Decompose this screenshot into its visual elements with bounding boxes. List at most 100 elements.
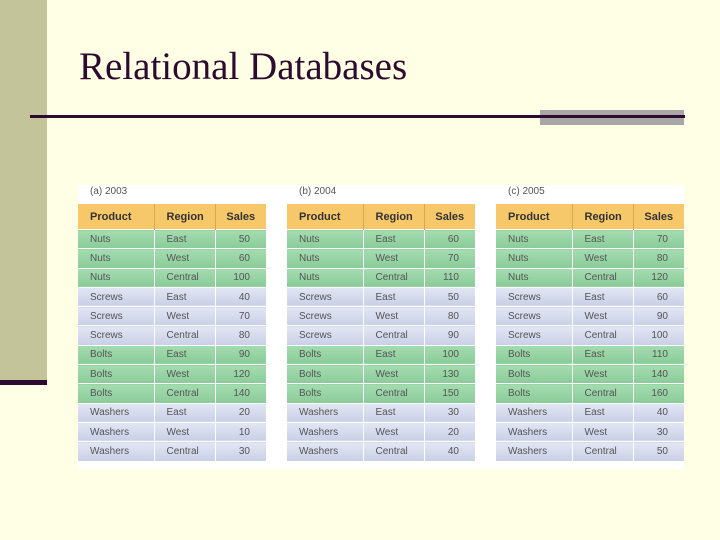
sales-cell: 60	[424, 228, 475, 249]
table-header-row: Product Region Sales	[287, 204, 475, 230]
sales-cell: 80	[215, 325, 266, 346]
region-cell: Central	[154, 325, 216, 346]
column-header: Region	[363, 204, 425, 230]
product-cell: Screws	[496, 286, 573, 307]
product-cell: Screws	[287, 325, 364, 346]
product-cell: Nuts	[496, 248, 573, 269]
product-cell: Bolts	[78, 364, 155, 384]
table-caption: (a) 2003	[90, 186, 128, 197]
region-cell: East	[154, 344, 216, 365]
sales-table: Product Region Sales Nuts East 50 Nuts West 60 Nu…	[78, 204, 266, 461]
column-header: Product	[78, 204, 155, 230]
product-cell: Bolts	[287, 364, 364, 384]
table-row: Screws Central 100	[496, 325, 684, 346]
column-header: Region	[154, 204, 216, 230]
product-cell: Screws	[496, 306, 573, 326]
column-header: Sales	[633, 204, 684, 230]
sales-cell: 30	[215, 441, 266, 461]
region-cell: West	[363, 421, 425, 442]
region-cell: West	[572, 421, 634, 442]
table-header-row: Product Region Sales	[78, 204, 266, 230]
region-cell: Central	[363, 441, 425, 461]
table-row: Washers West 30	[496, 421, 684, 442]
sales-cell: 40	[633, 402, 684, 423]
product-cell: Bolts	[496, 383, 573, 404]
region-cell: Central	[154, 267, 216, 288]
product-cell: Bolts	[496, 364, 573, 384]
sales-table: Product Region Sales Nuts East 70 Nuts West 80 Nu…	[496, 204, 684, 461]
region-cell: East	[572, 228, 634, 249]
region-cell: Central	[572, 383, 634, 404]
table-row: Washers East 40	[496, 402, 684, 423]
table-row: Screws West 70	[78, 306, 266, 326]
sales-cell: 120	[215, 364, 266, 384]
sales-cell: 140	[215, 383, 266, 404]
region-cell: East	[154, 228, 216, 249]
table-row: Screws West 90	[496, 306, 684, 326]
region-cell: Central	[363, 325, 425, 346]
table-row: Screws East 40	[78, 286, 266, 307]
column-header: Sales	[424, 204, 475, 230]
table-row: Screws West 80	[287, 306, 475, 326]
region-cell: West	[154, 306, 216, 326]
sales-cell: 70	[424, 248, 475, 269]
product-cell: Bolts	[287, 383, 364, 404]
table-row: Nuts East 50	[78, 228, 266, 249]
region-cell: Central	[572, 441, 634, 461]
region-cell: East	[572, 402, 634, 423]
product-cell: Nuts	[287, 267, 364, 288]
table-row: Screws East 60	[496, 286, 684, 307]
sales-cell: 30	[633, 421, 684, 442]
region-cell: East	[572, 286, 634, 307]
region-cell: East	[363, 228, 425, 249]
sales-cell: 50	[633, 441, 684, 461]
table-row: Nuts Central 120	[496, 267, 684, 288]
table-row: Nuts West 60	[78, 248, 266, 269]
table-row: Washers East 20	[78, 402, 266, 423]
product-cell: Washers	[287, 441, 364, 461]
sales-cell: 160	[633, 383, 684, 404]
sales-cell: 40	[424, 441, 475, 461]
table-header-row: Product Region Sales	[496, 204, 684, 230]
sales-cell: 50	[215, 228, 266, 249]
sales-cell: 20	[424, 421, 475, 442]
product-cell: Washers	[78, 441, 155, 461]
table-row: Bolts West 120	[78, 364, 266, 384]
table-row: Screws Central 80	[78, 325, 266, 346]
sales-cell: 50	[424, 286, 475, 307]
product-cell: Washers	[78, 421, 155, 442]
sales-cell: 80	[424, 306, 475, 326]
sales-table: Product Region Sales Nuts East 60 Nuts West 70 Nu…	[287, 204, 475, 461]
region-cell: East	[363, 402, 425, 423]
sales-cell: 90	[633, 306, 684, 326]
table-row: Nuts East 60	[287, 228, 475, 249]
product-cell: Nuts	[496, 228, 573, 249]
table-row: Washers West 20	[287, 421, 475, 442]
region-cell: West	[154, 421, 216, 442]
slide-title: Relational Databases	[79, 45, 408, 88]
sales-cell: 20	[215, 402, 266, 423]
sales-cell: 150	[424, 383, 475, 404]
region-cell: East	[154, 286, 216, 307]
table-row: Washers West 10	[78, 421, 266, 442]
table-row: Bolts Central 160	[496, 383, 684, 404]
tables-figure: (a) 2003 Product Region Sales Nuts East 50 Nuts…	[78, 185, 684, 469]
table-row: Washers Central 40	[287, 441, 475, 461]
sales-cell: 40	[215, 286, 266, 307]
table-row: Screws Central 90	[287, 325, 475, 346]
region-cell: East	[363, 286, 425, 307]
sales-cell: 30	[424, 402, 475, 423]
region-cell: West	[572, 306, 634, 326]
table-row: Bolts East 90	[78, 344, 266, 365]
table-row: Nuts West 80	[496, 248, 684, 269]
sales-cell: 110	[633, 344, 684, 365]
table-2005: (c) 2005 Product Region Sales Nuts East 70 Nuts…	[496, 185, 684, 461]
product-cell: Bolts	[287, 344, 364, 365]
sales-cell: 130	[424, 364, 475, 384]
table-2003: (a) 2003 Product Region Sales Nuts East 50 Nuts…	[78, 185, 266, 461]
product-cell: Nuts	[496, 267, 573, 288]
product-cell: Screws	[287, 286, 364, 307]
column-header: Product	[287, 204, 364, 230]
product-cell: Screws	[78, 306, 155, 326]
region-cell: East	[363, 344, 425, 365]
